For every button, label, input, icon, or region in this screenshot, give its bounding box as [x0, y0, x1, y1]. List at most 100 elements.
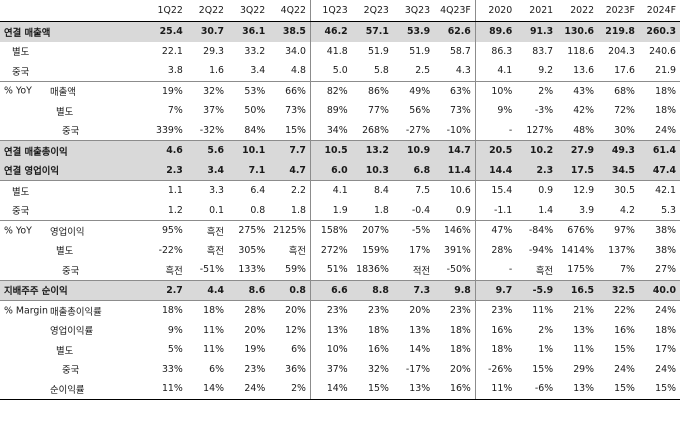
- table-cell: 1.8: [373, 204, 389, 216]
- table-cell: 5%: [167, 344, 183, 356]
- table-cell: 240.6: [649, 45, 676, 57]
- table-cell: 11%: [203, 344, 225, 356]
- table-cell: 62.6: [434, 21, 476, 42]
- row-sublabel: 영업이익: [50, 226, 85, 238]
- table-cell: 57.1: [351, 21, 393, 42]
- table-cell: 207%: [351, 220, 393, 241]
- table-cell: 73%: [449, 105, 471, 117]
- table-cell: 11%: [474, 379, 517, 400]
- col-header: 2021: [516, 0, 558, 22]
- row-label: 별도: [0, 101, 146, 121]
- table-cell: 0.9: [455, 204, 471, 216]
- table-cell: 4.7: [269, 160, 311, 181]
- table-row: 연결 영업이익 2.3 3.4 7.1 4.7 6.0 10.3 6.8 11.4 14.4 2.3…: [0, 160, 680, 181]
- table-cell: 11%: [145, 379, 187, 400]
- row-label: 순이익률: [0, 379, 146, 400]
- row-label: 중국: [0, 360, 146, 380]
- table-cell: 20%: [269, 300, 311, 321]
- table-cell: 1414%: [561, 244, 595, 256]
- table-cell: 84%: [244, 124, 266, 136]
- table-row: 연결 매출액 25.4 30.7 36.1 38.5 46.2 57.1 53.9 62.6 89…: [0, 21, 680, 42]
- table-cell: 37%: [203, 105, 225, 117]
- table-cell: 11%: [516, 300, 558, 321]
- table-cell: -6%: [516, 379, 558, 400]
- table-cell: 146%: [434, 220, 476, 241]
- table-cell: 14%: [409, 344, 431, 356]
- table-cell: 66%: [269, 80, 311, 101]
- table-cell: 흑전: [165, 265, 183, 277]
- table-cell: 127%: [526, 124, 554, 136]
- table-cell: 33.2: [244, 45, 266, 57]
- col-header: 2023F: [598, 0, 639, 22]
- table-cell: 34.5: [598, 160, 639, 181]
- table-cell: 20.5: [474, 140, 517, 161]
- table-cell: 0.9: [516, 180, 558, 201]
- table-cell: 13%: [392, 379, 435, 400]
- table-cell: 46.2: [309, 21, 352, 42]
- table-cell: 48%: [573, 124, 595, 136]
- table-cell: 13%: [309, 320, 352, 340]
- row-label: 중국: [0, 121, 146, 141]
- table-cell: 5.6: [186, 140, 229, 161]
- col-header: 2020: [474, 0, 517, 22]
- table-cell: 89.6: [474, 21, 517, 42]
- table-cell: 27%: [655, 264, 676, 276]
- row-label: 중국: [0, 201, 146, 221]
- table-cell: 32.5: [598, 279, 639, 301]
- col-header: 2024F: [638, 0, 680, 22]
- table-cell: 32%: [368, 363, 389, 375]
- table-cell: 4.8: [291, 65, 306, 77]
- table-cell: 13.6: [573, 65, 595, 77]
- table-cell: 흑전: [288, 246, 306, 258]
- table-cell: 8.6: [228, 279, 270, 301]
- table-cell: 82%: [309, 80, 352, 101]
- table-cell: -1.1: [474, 200, 517, 221]
- col-header: 4Q22: [269, 0, 311, 22]
- table-cell: 0.8: [250, 204, 266, 216]
- table-cell: 10%: [309, 340, 352, 360]
- row-sublabel: 중국: [12, 66, 30, 78]
- table-row: 중국 1.2 0.1 0.8 1.8 1.9 1.8 -0.4 0.9 -1.1 1.4 3.9 4.2…: [0, 200, 680, 221]
- table-cell: 2.3: [145, 160, 187, 181]
- table-cell: 19%: [145, 80, 187, 101]
- table-cell: 적전: [412, 265, 431, 277]
- table-cell: 11.4: [434, 160, 476, 181]
- table-cell: 130.6: [557, 21, 599, 42]
- table-cell: 5.8: [373, 65, 389, 77]
- table-cell: 흑전: [535, 265, 554, 277]
- table-cell: 4.2: [620, 204, 635, 216]
- table-cell: 2%: [516, 80, 558, 101]
- table-cell: 20%: [449, 363, 471, 375]
- table-row: 중국 흑전 -51% 133% 59% 51% 1836% 적전 -50% - 흑전 175% 7% 27…: [0, 260, 680, 280]
- row-sublabel: 별도: [12, 186, 30, 198]
- table-cell: 6.4: [228, 180, 270, 201]
- table-cell: 47.4: [638, 160, 680, 181]
- table-row: 중국 3.8 1.6 3.4 4.8 5.0 5.8 2.5 4.3 4.1 9.2 13.6 17.6…: [0, 61, 680, 81]
- table-cell: 13%: [573, 324, 595, 336]
- table-cell: 7.5: [392, 180, 435, 201]
- table-cell: 17%: [409, 244, 431, 256]
- table-cell: 20%: [392, 300, 435, 321]
- table-row: % YoY 영업이익 95% 흑전 275% 2125% 158% 207% -5% 146% 47…: [0, 220, 680, 241]
- table-cell: -: [474, 120, 517, 141]
- table-cell: 20%: [244, 324, 266, 336]
- table-cell: 3.4: [186, 160, 229, 181]
- table-cell: 1.9: [309, 200, 352, 221]
- table-cell: 29.3: [203, 45, 225, 57]
- table-cell: 89%: [309, 101, 352, 121]
- table-cell: 18%: [474, 340, 517, 360]
- row-sublabel: 매출액: [50, 87, 76, 99]
- table-cell: 6.6: [309, 279, 352, 301]
- table-cell: 97%: [598, 220, 639, 241]
- table-row: 중국 339% -32% 84% 15% 34% 268% -27% -10% -127% 48% 3…: [0, 120, 680, 141]
- table-cell: 14%: [186, 379, 229, 400]
- table-row: 별도 22.1 29.3 33.2 34.0 41.8 51.9 51.9 58.7 86.3 83…: [0, 41, 680, 61]
- table-cell: 14.4: [474, 160, 517, 181]
- table-cell: 7.7: [269, 140, 311, 161]
- table-cell: 17.6: [614, 65, 635, 77]
- table-row: 연결 매출총이익 4.6 5.6 10.1 7.7 10.5 13.2 10.9 14.7 20.…: [0, 140, 680, 161]
- table-cell: 42.1: [638, 180, 680, 201]
- table-row: 별도 -22% 흑전 305% 흑전 272% 159% 17% 391% 28% -94% 1414…: [0, 240, 680, 260]
- table-cell: 23%: [474, 300, 517, 321]
- row-sublabel: 중국: [62, 126, 80, 138]
